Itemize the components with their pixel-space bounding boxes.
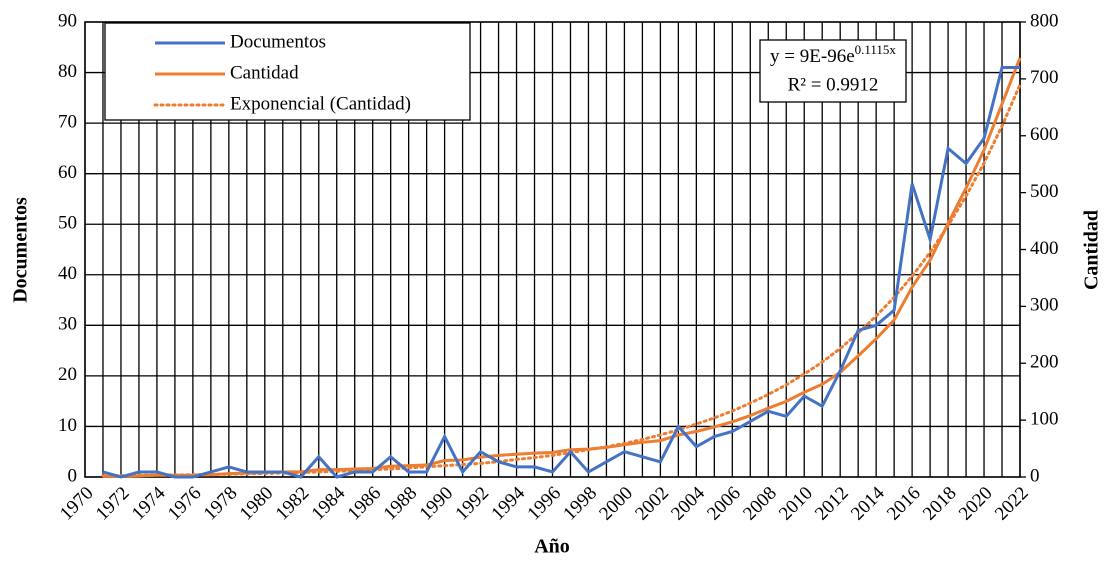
y-tick-label: 50	[58, 213, 77, 234]
x-axis-title: Año	[534, 536, 570, 558]
series-line	[102, 66, 1020, 479]
x-tick-label: 1970	[56, 483, 98, 525]
legend-label: Cantidad	[230, 62, 299, 83]
x-tick-label: 1984	[308, 482, 350, 524]
y-tick-label: 90	[58, 10, 77, 31]
x-tick-label: 2022	[991, 483, 1033, 525]
y-tick-label: 20	[58, 364, 77, 385]
x-tick-label: 2006	[703, 483, 745, 525]
y2-tick-label: 600	[1030, 124, 1059, 145]
x-tick-label: 2004	[667, 482, 709, 524]
annotation-box	[759, 39, 907, 103]
trend-annotation: y = 9E-96e0.1115x R² = 0.9912	[759, 39, 907, 103]
x-tick-label: 1974	[128, 482, 170, 524]
y-tick-label: 0	[68, 465, 78, 486]
y-tick-label: 80	[58, 61, 77, 82]
equation: y = 9E-96e0.1115x	[770, 42, 896, 67]
y-tick-label: 40	[58, 263, 77, 284]
x-tick-label: 1992	[451, 483, 493, 525]
x-tick-label: 1994	[487, 482, 529, 524]
r-squared: R² = 0.9912	[788, 74, 879, 95]
y2-tick-label: 100	[1030, 408, 1059, 429]
y2-axis-title: Cantidad	[1081, 210, 1103, 290]
legend-label: Exponencial (Cantidad)	[230, 93, 411, 114]
x-tick-label: 1986	[344, 483, 386, 525]
x-tick-label: 1976	[164, 483, 206, 525]
x-tick-label: 2016	[883, 483, 925, 525]
y-axis-title: Documentos	[10, 197, 32, 303]
y2-tick-label: 300	[1030, 295, 1059, 316]
y2-tick-label: 200	[1030, 352, 1059, 373]
y2-tick-label: 800	[1030, 10, 1059, 31]
x-tick-label: 2000	[595, 483, 637, 525]
plot-frame	[84, 21, 1021, 478]
x-tick-label: 2008	[739, 483, 781, 525]
equation-exponent: 0.1115x	[855, 42, 897, 57]
x-tick-label: 1972	[92, 483, 134, 525]
x-tick-label: 2014	[847, 482, 889, 524]
y2-tick-label: 400	[1030, 238, 1059, 259]
y2-tick-label: 0	[1030, 465, 1040, 486]
legend: Documentos Cantidad Exponencial (Cantidad)	[104, 22, 471, 121]
x-tick-label: 2018	[919, 483, 961, 525]
legend-box	[104, 22, 471, 121]
x-tick-label: 1990	[416, 483, 458, 525]
y2-tick-label: 700	[1030, 67, 1059, 88]
equation-base: y = 9E-96e	[770, 46, 855, 67]
x-tick-label: 1978	[200, 483, 242, 525]
x-tick-label: 1996	[523, 483, 565, 525]
x-tick-label: 1980	[236, 483, 278, 525]
x-tick-label: 2010	[775, 483, 817, 525]
series-line	[101, 83, 1022, 478]
y2-tick-label: 500	[1030, 181, 1059, 202]
legend-label: Documentos	[230, 31, 326, 52]
y-tick-label: 30	[58, 314, 77, 335]
x-tick-label: 1988	[380, 483, 422, 525]
y-tick-label: 10	[58, 415, 77, 436]
x-tick-label: 1982	[272, 483, 314, 525]
x-tick-label: 1998	[559, 483, 601, 525]
x-tick-label: 2020	[955, 483, 997, 525]
x-tick-label: 2012	[811, 483, 853, 525]
y-tick-label: 70	[58, 111, 77, 132]
y-tick-label: 60	[58, 162, 77, 183]
x-tick-label: 2002	[631, 483, 673, 525]
